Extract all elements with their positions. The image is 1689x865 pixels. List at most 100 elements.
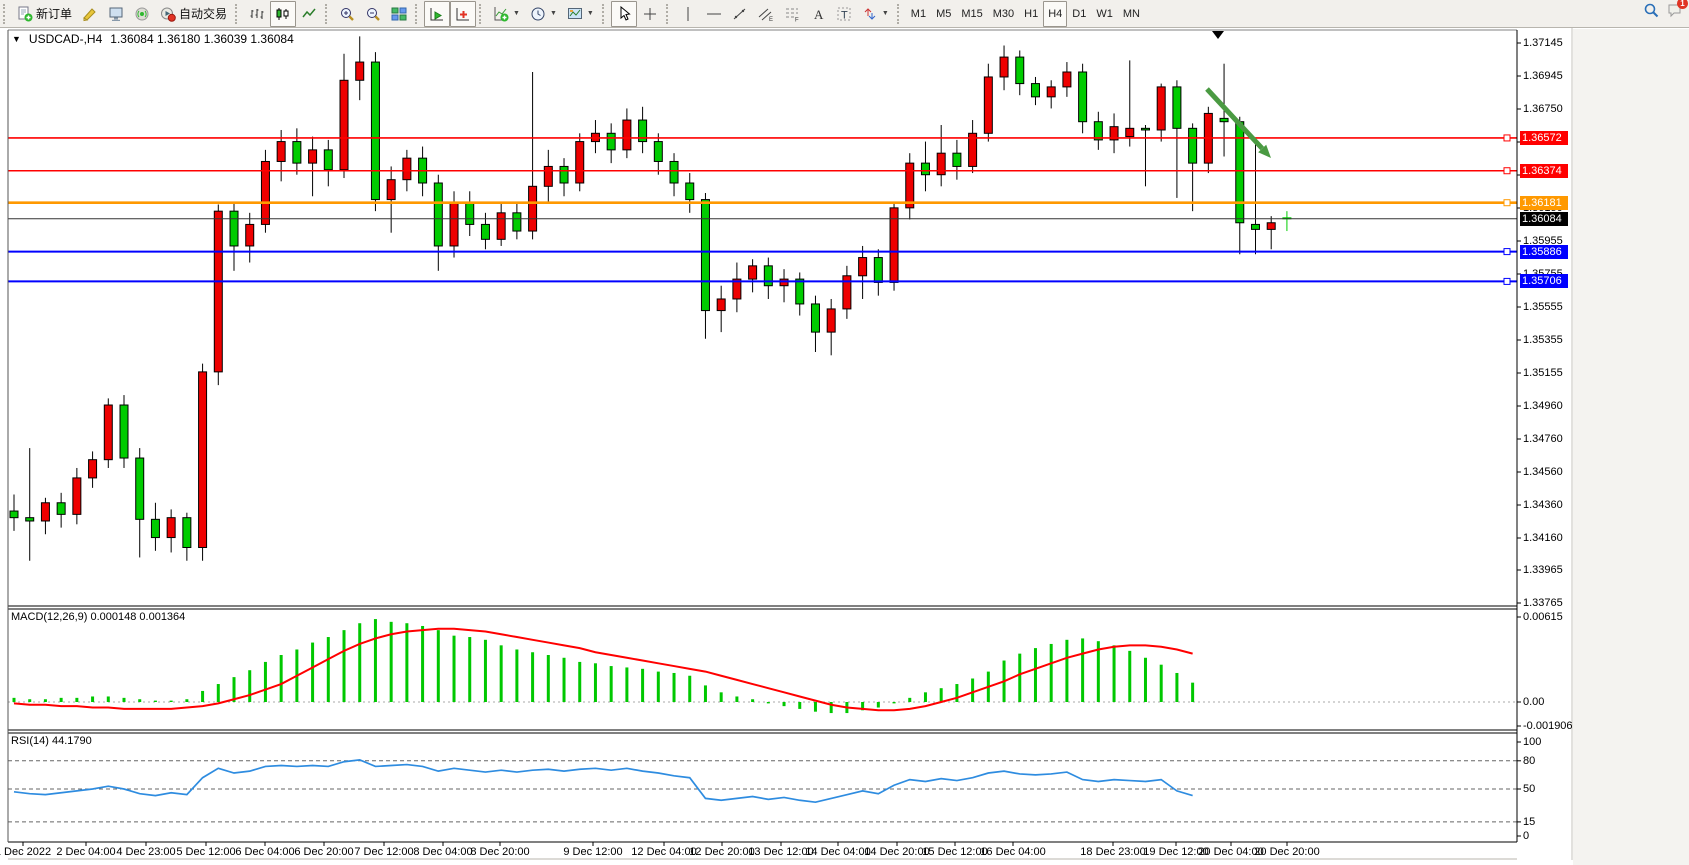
toolbar-tf-mn-button[interactable]: MN bbox=[1118, 1, 1145, 27]
macd-histogram-bar bbox=[531, 652, 535, 702]
toolbar-search-button[interactable] bbox=[1643, 2, 1659, 23]
toolbar-tile-windows-button[interactable] bbox=[386, 1, 412, 27]
macd-histogram-bar bbox=[373, 619, 377, 702]
toolbar-horizontal-line-button[interactable] bbox=[701, 1, 727, 27]
toolbar-zoom-out-button[interactable] bbox=[360, 1, 386, 27]
monitor-icon bbox=[108, 6, 124, 22]
candle-body bbox=[72, 477, 82, 515]
new-chart-dropdown-caret[interactable]: ▼ bbox=[513, 10, 520, 17]
candle-body bbox=[826, 308, 836, 333]
toolbar-tf-m15-button[interactable]: M15 bbox=[956, 1, 987, 27]
toolbar-candlestick-chart-button[interactable] bbox=[270, 0, 297, 27]
tf-m30-label: M30 bbox=[992, 7, 1015, 20]
toolbar-tf-w1-button[interactable]: W1 bbox=[1091, 1, 1118, 27]
tf-d1-label: D1 bbox=[1072, 7, 1087, 20]
candle-body bbox=[135, 457, 145, 520]
macd-label: MACD(12,26,9) 0.000148 0.001364 bbox=[11, 611, 186, 623]
candle-body bbox=[9, 510, 19, 519]
candle-body bbox=[858, 257, 868, 277]
toolbar-new-order-button[interactable]: 新订单 bbox=[12, 1, 77, 27]
toolbar-tf-h4-button[interactable]: H4 bbox=[1043, 0, 1068, 27]
toolbar-styles-button[interactable] bbox=[77, 1, 103, 27]
macd-histogram-bar bbox=[1018, 653, 1022, 702]
macd-histogram-bar bbox=[1128, 650, 1132, 702]
toolbar-news-sound-button[interactable] bbox=[129, 1, 155, 27]
notification-badge: 1 bbox=[1677, 0, 1688, 9]
toolbar-vertical-line-button[interactable] bbox=[675, 1, 701, 27]
macd-histogram-bar bbox=[59, 697, 63, 702]
toolbar-new-chart-button[interactable]: ▼ bbox=[488, 1, 525, 27]
toolbar-grip bbox=[601, 3, 607, 24]
macd-histogram-bar bbox=[876, 702, 880, 708]
chart-canvas[interactable] bbox=[0, 28, 1689, 865]
candle-body bbox=[763, 265, 773, 287]
toolbar-arrows-button[interactable]: ▼ bbox=[857, 1, 894, 27]
toolbar-terminal-button[interactable] bbox=[103, 1, 129, 27]
toolbar-grip bbox=[479, 3, 484, 24]
toolbar-text-button[interactable]: A bbox=[805, 1, 831, 27]
macd-histogram-bar bbox=[75, 697, 79, 702]
toolbar-zoom-in-button[interactable] bbox=[334, 1, 360, 27]
candles-icon bbox=[275, 6, 291, 22]
toolbar-chart-shift-button[interactable] bbox=[450, 0, 477, 27]
candle-body bbox=[716, 298, 726, 312]
macd-histogram-bar bbox=[719, 692, 723, 702]
toolbar-tf-h1-button[interactable]: H1 bbox=[1019, 1, 1043, 27]
macd-histogram-bar bbox=[91, 696, 95, 702]
candle-body bbox=[465, 202, 475, 225]
toolbar-periodicity-button[interactable]: ▼ bbox=[525, 1, 562, 27]
symbol-name: USDCAD-,H4 bbox=[28, 32, 103, 46]
svg-text:E: E bbox=[769, 17, 773, 22]
candle-body bbox=[355, 61, 365, 81]
toolbar-text-label-button[interactable]: T bbox=[831, 1, 857, 27]
symbol-quote: 1.36084 1.36180 1.36039 1.36084 bbox=[110, 32, 294, 46]
toolbar-fibonacci-retracement-button[interactable]: F bbox=[779, 1, 805, 27]
rsi-label: RSI(14) 44.1790 bbox=[11, 735, 92, 747]
periodicity-dropdown-caret[interactable]: ▼ bbox=[549, 10, 557, 17]
candle-body bbox=[842, 275, 852, 310]
trend-arrow-head bbox=[1258, 144, 1271, 158]
macd-histogram-bar bbox=[28, 699, 32, 702]
arrows-dropdown-caret[interactable]: ▼ bbox=[881, 10, 889, 17]
line-handle bbox=[1503, 134, 1511, 142]
candle-body bbox=[920, 162, 930, 176]
macd-histogram-bar bbox=[1065, 639, 1069, 702]
toolbar-tf-m1-button[interactable]: M1 bbox=[906, 1, 931, 27]
chart-window[interactable]: 1.37145 1.36945 1.36750 1.36550 1.36350 1.361… bbox=[0, 28, 1689, 865]
toolbar-templates-button[interactable]: ▼ bbox=[562, 1, 599, 27]
toolbar-trendline-button[interactable] bbox=[727, 1, 753, 27]
toolbar-bar-chart-button[interactable] bbox=[244, 1, 270, 27]
candle-body bbox=[873, 257, 883, 283]
toolbar-tf-m30-button[interactable]: M30 bbox=[988, 1, 1019, 27]
tf-h4-label: H4 bbox=[1048, 7, 1063, 20]
macd-histogram-bar bbox=[1112, 645, 1116, 702]
toolbar-tf-m5-button[interactable]: M5 bbox=[931, 1, 956, 27]
candle-body bbox=[1140, 127, 1150, 131]
macd-histogram-bar bbox=[939, 688, 943, 702]
templates-dropdown-caret[interactable]: ▼ bbox=[586, 10, 594, 17]
toolbar-auto-scroll-button[interactable] bbox=[424, 0, 451, 27]
candle-body bbox=[1188, 127, 1198, 164]
candle-body bbox=[386, 179, 396, 201]
toolbar-cursor-button[interactable] bbox=[610, 0, 637, 27]
candle-body bbox=[260, 160, 270, 225]
macd-histogram-bar bbox=[326, 637, 330, 702]
candle-body bbox=[25, 517, 35, 522]
tf-w1-label: W1 bbox=[1096, 7, 1113, 20]
toolbar-chat-button[interactable]: 1 bbox=[1667, 0, 1688, 23]
candle-body bbox=[638, 119, 648, 143]
toolbar-line-chart-button[interactable] bbox=[296, 1, 322, 27]
symbol-dropdown-icon[interactable]: ▼ bbox=[12, 34, 21, 44]
macd-histogram-bar bbox=[106, 696, 110, 702]
macd-histogram-bar bbox=[1081, 638, 1085, 702]
candle-body bbox=[1046, 86, 1056, 98]
toolbar-auto-trading-button[interactable]: 自动交易 bbox=[155, 1, 232, 27]
toolbar-equidistant-channel-button[interactable]: E bbox=[753, 1, 779, 27]
shapes-icon bbox=[862, 6, 878, 22]
candle-body bbox=[528, 185, 538, 232]
candle-body bbox=[1219, 117, 1229, 123]
toolbar-grip bbox=[415, 3, 420, 24]
clock-icon bbox=[530, 6, 546, 22]
toolbar-crosshair-button[interactable] bbox=[637, 1, 663, 27]
toolbar-tf-d1-button[interactable]: D1 bbox=[1067, 1, 1091, 27]
